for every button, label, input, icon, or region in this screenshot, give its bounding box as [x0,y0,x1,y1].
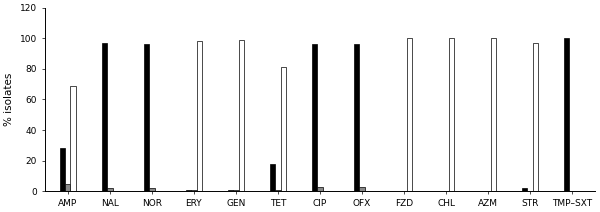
Bar [70,86,76,191]
Bar [107,188,113,191]
Bar [197,41,202,191]
Y-axis label: % isolates: % isolates [4,73,14,126]
Bar [564,38,569,191]
Bar [101,43,107,191]
Bar [533,43,538,191]
Bar [281,67,286,191]
Bar [59,148,65,191]
Bar [354,44,359,191]
Bar [143,44,149,191]
Bar [312,44,317,191]
Bar [227,190,233,191]
Bar [275,190,281,191]
Bar [185,190,191,191]
Bar [449,38,454,191]
Bar [65,184,70,191]
Bar [491,38,496,191]
Bar [233,190,239,191]
Bar [407,38,412,191]
Bar [522,188,527,191]
Bar [149,188,155,191]
Bar [191,190,197,191]
Bar [239,40,244,191]
Bar [317,187,323,191]
Bar [270,164,275,191]
Bar [359,187,365,191]
